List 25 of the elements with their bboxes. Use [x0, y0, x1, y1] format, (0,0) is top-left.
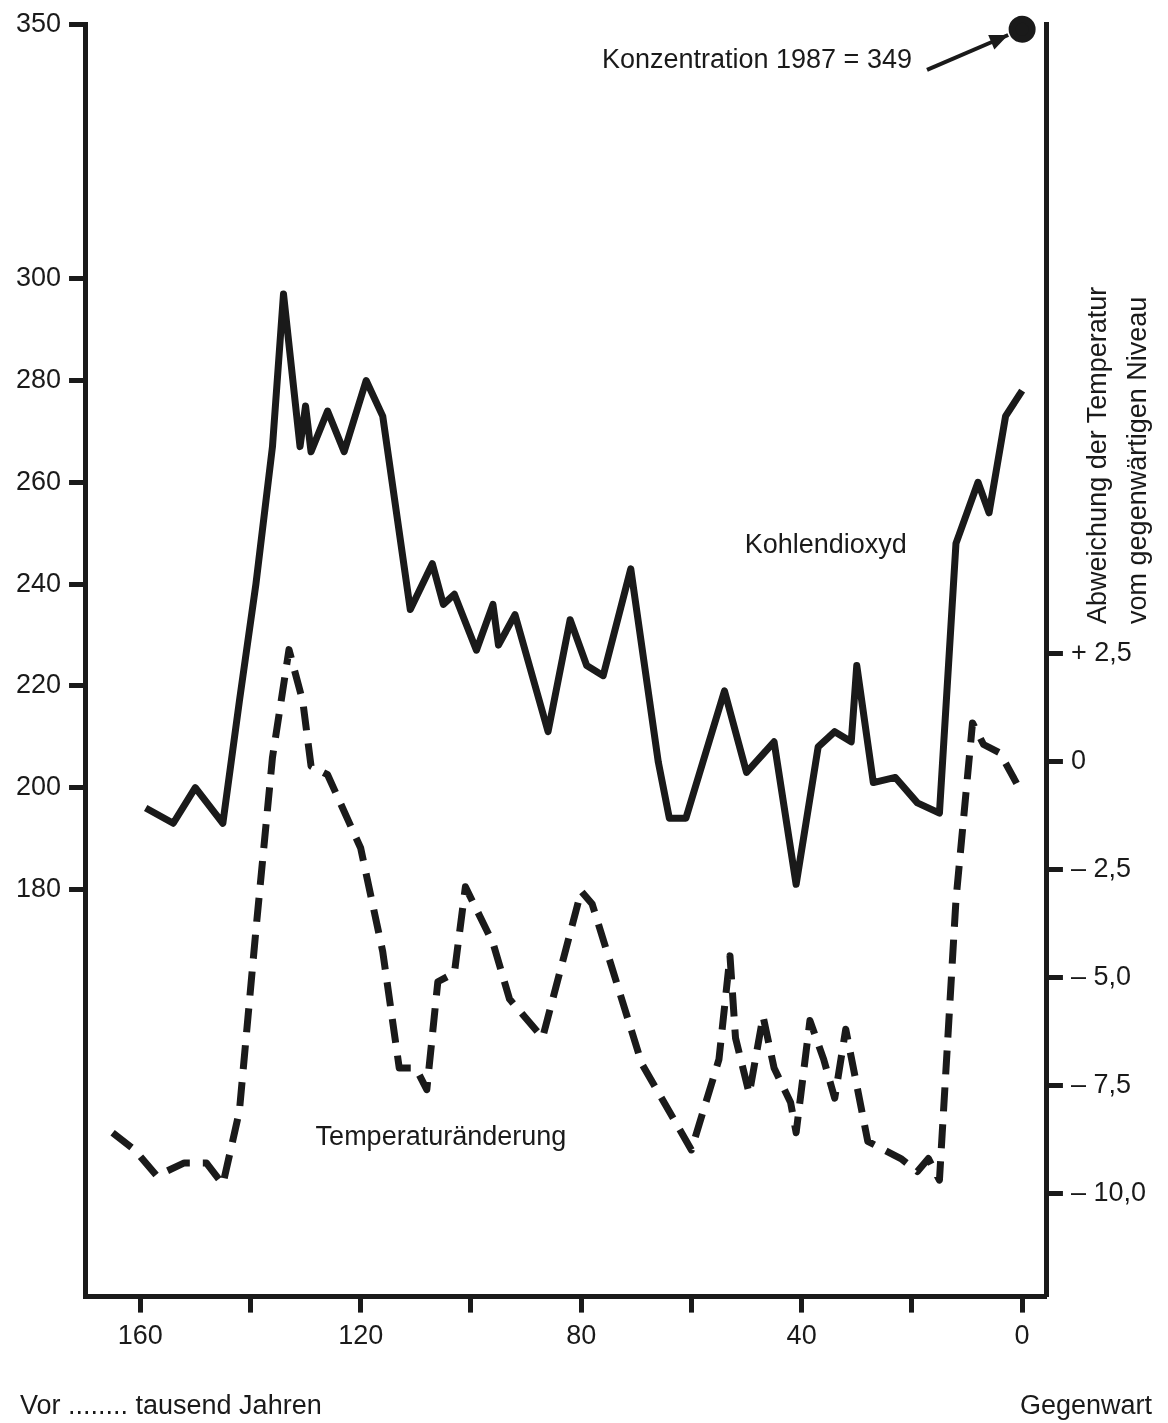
y-tick-label: 240 [15, 567, 62, 598]
y-tick-label: 350 [15, 7, 62, 38]
y-tick-label: 180 [15, 872, 62, 903]
y-tick-label: 300 [15, 262, 62, 293]
y2-axis-title: Abweichung der Temperatur vom gegenwärtigen Niveau [1082, 286, 1153, 624]
y2-tick-label: + 2,5 [1070, 637, 1132, 668]
x-axis-title: Vor ........ tausend Jahren [20, 1390, 322, 1421]
y2-tick-label: – 5,0 [1070, 960, 1131, 991]
series-label: Temperaturänderung [315, 1121, 567, 1151]
x-tick-label: 160 [117, 1320, 163, 1351]
x-tick-label: 0 [1014, 1320, 1030, 1351]
x-tick-label: 80 [566, 1320, 597, 1351]
annotation: Konzentration 1987 = 349 [601, 43, 912, 74]
text: Gegenwart [1019, 1390, 1153, 1421]
y-tick-label: 280 [15, 363, 62, 394]
x-tick-label: 120 [338, 1320, 384, 1351]
y-tick-label: 220 [15, 669, 62, 700]
y2-tick-label: – 7,5 [1070, 1068, 1131, 1099]
y-tick-label: 200 [15, 771, 62, 802]
y2-tick-label: – 10,0 [1070, 1176, 1147, 1207]
y-tick-label: 260 [15, 465, 62, 496]
series-label: Kohlendioxyd [744, 529, 907, 560]
y2-tick-label: 0 [1070, 745, 1086, 776]
x-tick-label: 40 [786, 1320, 817, 1351]
y2-tick-label: – 2,5 [1070, 853, 1131, 884]
